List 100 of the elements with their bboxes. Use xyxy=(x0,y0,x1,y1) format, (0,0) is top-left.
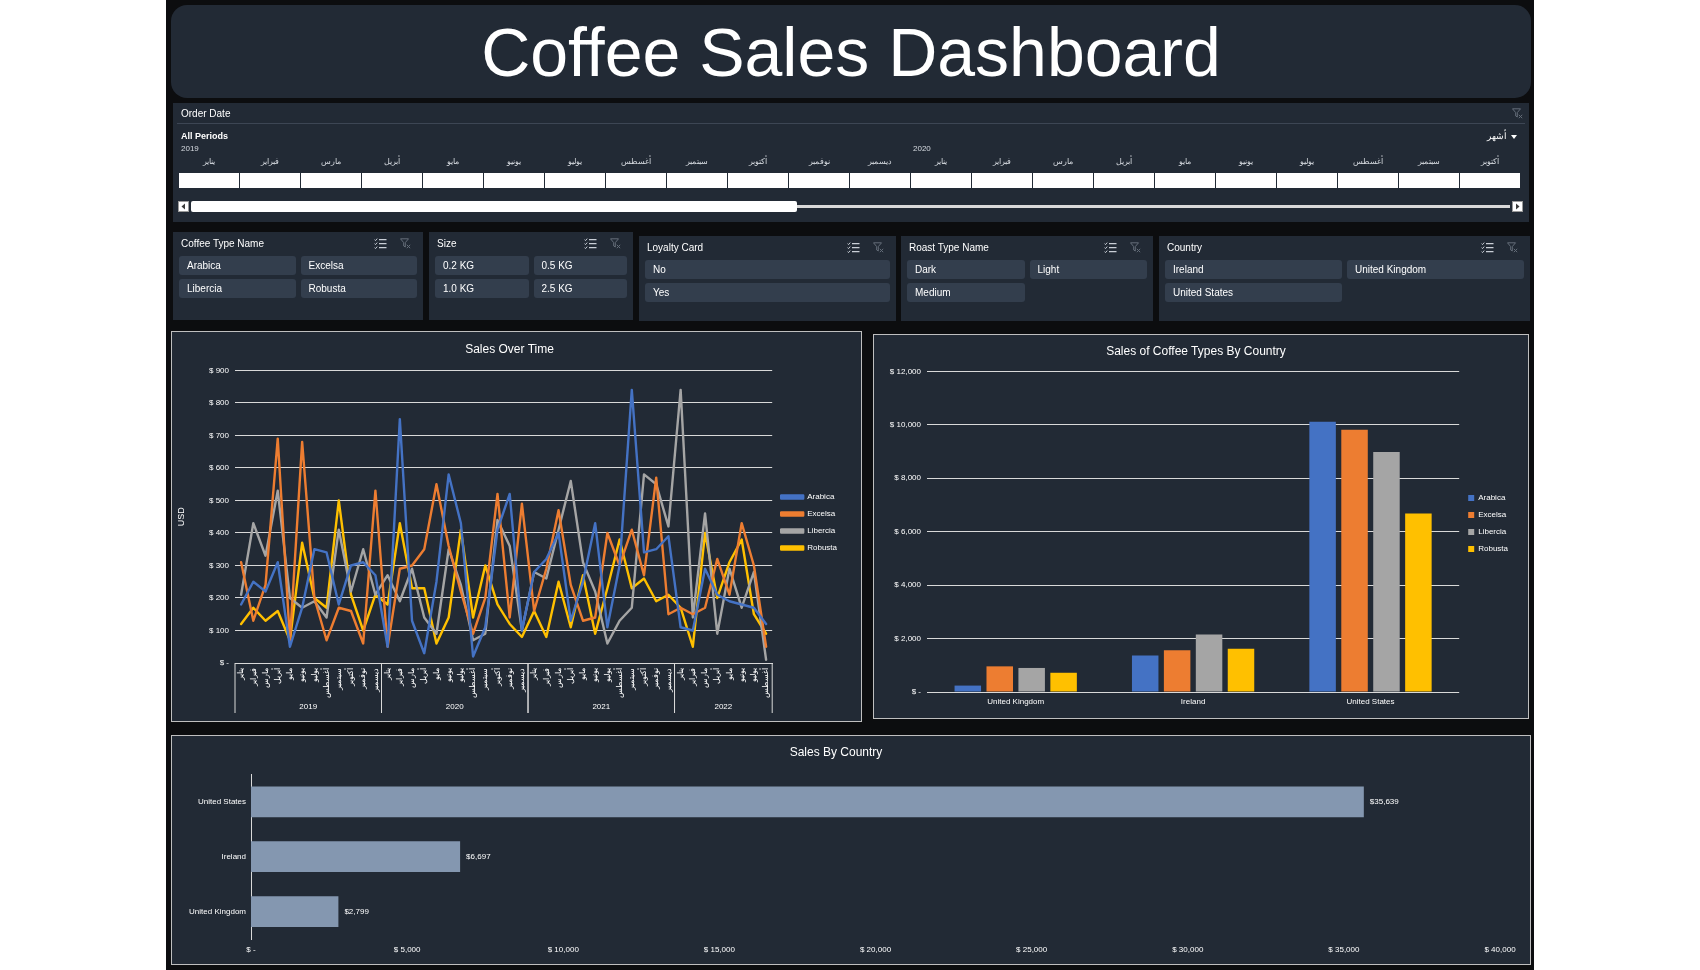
x-tick-label: $ 40,000 xyxy=(1484,945,1517,954)
x-tick-label: أبريل xyxy=(710,668,722,684)
text: All Periods xyxy=(181,131,229,142)
text: United States xyxy=(1173,287,1234,298)
text: 0.5 KG xyxy=(541,260,573,271)
x-tick-label: United Kingdom xyxy=(987,697,1045,706)
bar xyxy=(954,685,982,692)
x-tick-label: ديسمبر xyxy=(663,668,673,693)
chart-title: Sales of Coffee Types By Country xyxy=(1106,343,1286,358)
x-tick-label: نوفمبر xyxy=(651,668,661,690)
y-tick-label: $ 8,000 xyxy=(894,473,922,483)
y-tick-label: $ 400 xyxy=(208,528,230,538)
bar xyxy=(251,786,1364,818)
y-tick-label: $ 2,000 xyxy=(894,633,922,643)
x-tick-label: أبريل xyxy=(270,668,282,684)
x-tick-label: United States xyxy=(1346,697,1395,706)
text: Excelsa xyxy=(308,260,344,271)
category-label: سبتمبر xyxy=(684,157,709,167)
text: 2.5 KG xyxy=(541,283,573,294)
x-tick-label: مايو xyxy=(431,668,441,681)
x-tick-label: يوليو xyxy=(749,668,759,683)
x-tick-label: مارس xyxy=(553,668,563,688)
x-tick-label: يونيو xyxy=(297,668,307,683)
x-tick-label: مايو xyxy=(285,668,295,681)
x-tick-label: يناير xyxy=(382,668,392,681)
category-label: أبريل xyxy=(1115,157,1133,167)
y-tick-label: $ 300 xyxy=(208,560,230,570)
y-tick-label: $ - xyxy=(219,658,230,668)
bar xyxy=(1341,429,1368,692)
y-tick-label: $ 200 xyxy=(208,593,230,603)
text: Order Date xyxy=(181,108,231,120)
y-tick-label: Ireland xyxy=(221,851,246,861)
x-tick-label: مايو xyxy=(578,668,588,681)
category-label: ديسمبر xyxy=(866,157,893,167)
legend-label: Libercia xyxy=(807,526,836,536)
category-label: أغسطس xyxy=(620,157,652,167)
category-label: فبراير xyxy=(259,157,280,167)
y-tick-label: $ 12,000 xyxy=(889,366,922,376)
x-tick-label: يونيو xyxy=(590,668,600,683)
category-label: يونيو xyxy=(1237,157,1254,167)
x-tick-label: نوفمبر xyxy=(358,668,368,690)
x-tick-label: فبراير xyxy=(395,668,405,687)
bar xyxy=(986,666,1013,692)
x-tick-label: يونيو xyxy=(736,668,746,683)
text: 1.0 KG xyxy=(443,283,475,294)
y-axis-title: USD xyxy=(175,506,186,527)
text: Coffee Type Name xyxy=(181,238,265,250)
x-tick-label: أبريل xyxy=(417,668,429,684)
x-tick-label: ديسمبر xyxy=(517,668,527,693)
y-tick-label: $ 800 xyxy=(208,398,230,408)
x-tick-label: أغسطس xyxy=(612,668,624,698)
text: 2022 xyxy=(714,702,733,712)
data-label: $35,639 xyxy=(1369,797,1400,807)
text: Medium xyxy=(915,287,951,298)
legend-label: Libercia xyxy=(1478,527,1507,537)
x-tick-label: $ 35,000 xyxy=(1328,945,1360,954)
category-label: أغسطس xyxy=(1352,157,1384,167)
text: 2021 xyxy=(592,702,611,712)
category-label: فبراير xyxy=(991,157,1012,167)
y-tick-label: $ 500 xyxy=(208,495,230,505)
y-tick-label: $ 6,000 xyxy=(894,526,922,536)
text: Arabica xyxy=(187,260,221,271)
bar xyxy=(1018,667,1045,692)
text: Libercia xyxy=(187,283,223,294)
legend-label: Robusta xyxy=(807,543,838,553)
text: 2019 xyxy=(299,702,318,712)
text: Ireland xyxy=(1173,264,1204,275)
x-tick-label: سبتمبر xyxy=(333,668,343,691)
category-label: أبريل xyxy=(383,157,401,167)
x-tick-label: فبراير xyxy=(248,668,258,687)
text: 2019 xyxy=(181,144,199,154)
category-label: يوليو xyxy=(1298,157,1315,167)
x-tick-label: $ 30,000 xyxy=(1172,945,1204,954)
text: أشهر xyxy=(1487,131,1507,142)
category-label: يناير xyxy=(201,157,216,167)
category-label: يوليو xyxy=(566,157,583,167)
legend-label: Excelsa xyxy=(1478,510,1507,520)
x-tick-label: أكتوبر xyxy=(637,668,649,687)
category-label: أكتوبر xyxy=(1479,157,1500,167)
category-label: يونيو xyxy=(505,157,522,167)
x-tick-label: $ - xyxy=(246,945,256,954)
x-tick-label: مايو xyxy=(724,668,734,681)
x-tick-label: $ 20,000 xyxy=(859,945,892,954)
y-tick-label: $ 600 xyxy=(208,463,230,473)
x-tick-label: أكتوبر xyxy=(490,668,502,687)
bar xyxy=(1227,648,1255,692)
chart-title: Sales Over Time xyxy=(465,341,555,356)
y-tick-label: $ 700 xyxy=(208,430,230,440)
category-label: مايو xyxy=(445,157,460,167)
category-label: يناير xyxy=(933,157,948,167)
legend-label: Robusta xyxy=(1478,544,1509,554)
bar xyxy=(1195,634,1223,692)
x-tick-label: أغسطس xyxy=(759,668,771,698)
bar xyxy=(1373,452,1400,692)
bar xyxy=(1050,672,1077,692)
y-tick-label: United Kingdom xyxy=(189,906,247,916)
x-tick-label: $ 15,000 xyxy=(703,945,736,954)
text: 0.2 KG xyxy=(443,260,475,271)
legend-label: Arabica xyxy=(807,492,835,502)
text: Roast Type Name xyxy=(909,242,989,254)
